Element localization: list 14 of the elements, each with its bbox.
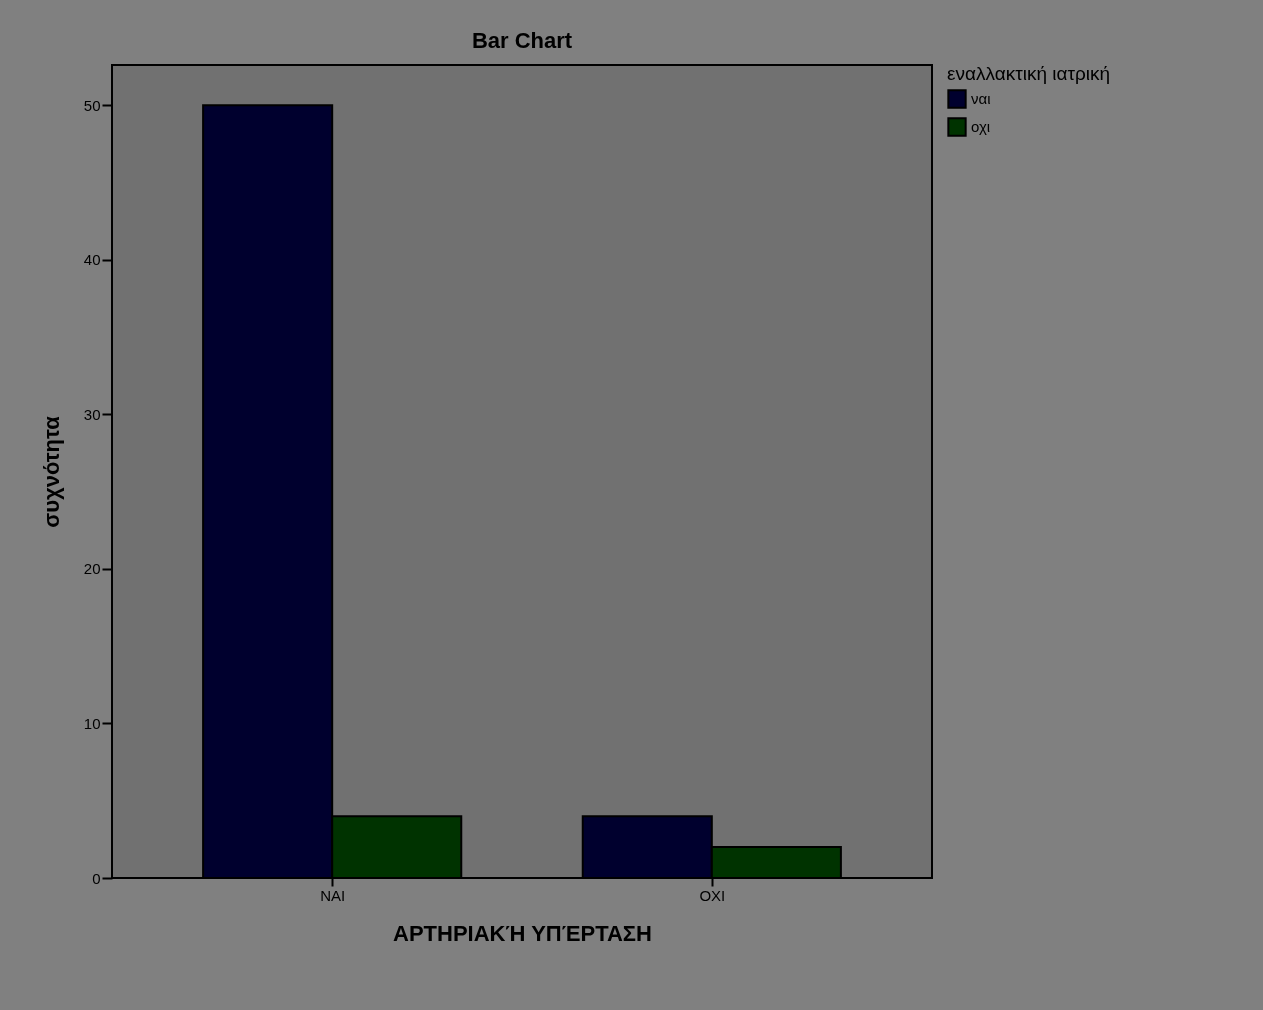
y-tick-label: 20 bbox=[83, 560, 101, 578]
y-axis-title: συχνότητα bbox=[38, 415, 64, 528]
legend-label: οχι bbox=[971, 118, 991, 135]
x-tick-label: ΟΧΙ bbox=[699, 886, 726, 904]
chart-title: Bar Chart bbox=[471, 28, 573, 53]
legend-label: ναι bbox=[971, 90, 991, 107]
y-tick-label: 30 bbox=[83, 405, 101, 423]
x-axis-title: ΑΡΤΗΡΙΑΚΉ ΥΠΈΡΤΑΣΗ bbox=[393, 920, 652, 946]
legend-title: εναλλακτική ιατρική bbox=[947, 63, 1111, 84]
y-tick-label: 50 bbox=[83, 96, 101, 114]
x-tick-label: ΝΑΙ bbox=[320, 886, 346, 904]
y-tick-label: 0 bbox=[92, 869, 101, 887]
y-tick-label: 10 bbox=[83, 714, 101, 732]
y-tick-label: 40 bbox=[83, 251, 101, 269]
